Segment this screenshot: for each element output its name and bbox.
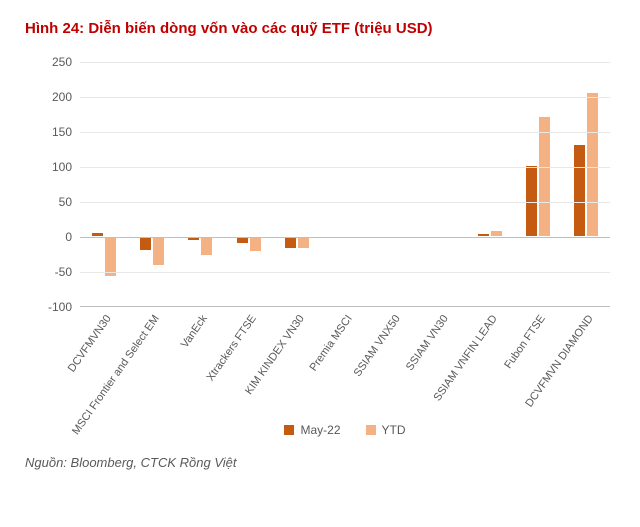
bar-rect: [298, 237, 309, 248]
x-tick-label: SSIAM VNFIN LEAD: [466, 313, 514, 423]
y-tick-label: -50: [55, 265, 80, 279]
bar: [394, 62, 405, 306]
x-tick-label: MSCI Frontier and Select EM: [128, 313, 176, 423]
legend-swatch: [366, 425, 376, 435]
gridline: [80, 97, 610, 98]
bar-group: [176, 62, 224, 306]
bar: [346, 62, 357, 306]
x-axis-labels: DCVFMVN30MSCI Frontier and Select EMVanE…: [80, 313, 610, 423]
bar: [105, 62, 116, 306]
chart-title: Hình 24: Diễn biến dòng vốn vào các quỹ …: [25, 20, 615, 37]
bar-group: [273, 62, 321, 306]
bar: [250, 62, 261, 306]
bar-rect: [92, 233, 103, 236]
bar-rect: [201, 237, 212, 255]
bar: [539, 62, 550, 306]
legend-label: YTD: [382, 423, 406, 437]
chart-area: -100-50050100150200250 DCVFMVN30MSCI Fro…: [80, 62, 610, 437]
gridline: [80, 132, 610, 133]
bar: [526, 62, 537, 306]
bar-rect: [285, 237, 296, 248]
bar-group: [80, 62, 128, 306]
y-tick-label: 250: [52, 55, 80, 69]
bar-rect: [478, 234, 489, 236]
bar-rect: [491, 231, 502, 236]
bar: [381, 62, 392, 306]
bar-rect: [574, 145, 585, 236]
y-tick-label: 0: [65, 230, 80, 244]
bar: [333, 62, 344, 306]
bar-rect: [105, 237, 116, 276]
bar-group: [369, 62, 417, 306]
legend-item: YTD: [366, 423, 406, 437]
bar: [140, 62, 151, 306]
legend-swatch: [284, 425, 294, 435]
bar-group: [562, 62, 610, 306]
legend-label: May-22: [300, 423, 340, 437]
bar: [574, 62, 585, 306]
bar: [478, 62, 489, 306]
bar: [587, 62, 598, 306]
gridline: [80, 272, 610, 273]
bar-rect: [539, 117, 550, 236]
bar: [201, 62, 212, 306]
bar: [237, 62, 248, 306]
bar-groups: [80, 62, 610, 306]
bar: [153, 62, 164, 306]
y-tick-label: 150: [52, 125, 80, 139]
gridline: [80, 202, 610, 203]
bar-group: [321, 62, 369, 306]
bar-group: [417, 62, 465, 306]
legend: May-22 YTD: [80, 423, 610, 437]
gridline: [80, 237, 610, 238]
bar-rect: [526, 166, 537, 236]
bar: [188, 62, 199, 306]
bar: [491, 62, 502, 306]
bar-group: [128, 62, 176, 306]
bar: [285, 62, 296, 306]
y-tick-label: 200: [52, 90, 80, 104]
source-text: Nguồn: Bloomberg, CTCK Rồng Việt: [25, 455, 615, 470]
bar-rect: [250, 237, 261, 251]
bar-rect: [587, 93, 598, 237]
bar: [429, 62, 440, 306]
plot-region: -100-50050100150200250: [80, 62, 610, 307]
bar: [442, 62, 453, 306]
bar-group: [466, 62, 514, 306]
gridline: [80, 167, 610, 168]
y-tick-label: -100: [48, 300, 80, 314]
bar-group: [225, 62, 273, 306]
y-tick-label: 50: [59, 195, 80, 209]
gridline: [80, 62, 610, 63]
bar-rect: [140, 237, 151, 250]
legend-item: May-22: [284, 423, 340, 437]
x-tick-label: DCVFMVN DIAMOND: [562, 313, 610, 423]
bar-group: [514, 62, 562, 306]
y-tick-label: 100: [52, 160, 80, 174]
bar: [92, 62, 103, 306]
bar-rect: [153, 237, 164, 265]
bar: [298, 62, 309, 306]
